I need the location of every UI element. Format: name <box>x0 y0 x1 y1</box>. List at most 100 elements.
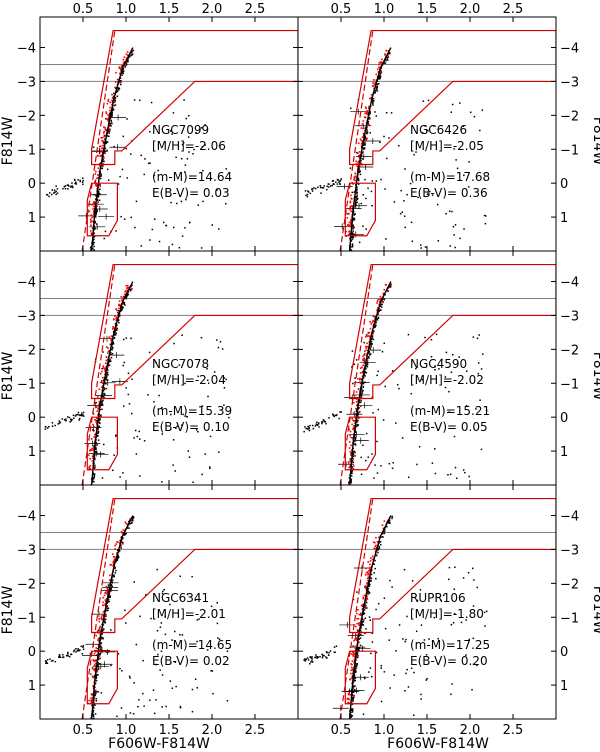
data-point <box>63 419 66 421</box>
selected-point <box>118 300 121 302</box>
data-point <box>122 71 124 73</box>
x-tick-label: 2.5 <box>245 723 266 738</box>
data-point <box>117 311 119 314</box>
data-point <box>397 145 400 147</box>
data-point <box>361 620 364 623</box>
panel-ngc6426: 0.5 1.0 1.5 2.0 2.5−4−3−2−101NGC6426[M/H]=-2… <box>297 2 579 252</box>
data-point <box>121 168 124 171</box>
selected-point <box>356 612 358 615</box>
data-point <box>362 386 364 388</box>
data-point <box>129 55 131 58</box>
data-point <box>370 580 372 582</box>
x-tick-label: 0.5 <box>331 723 352 738</box>
data-point <box>453 234 455 236</box>
data-point <box>59 656 61 659</box>
data-point <box>91 480 94 482</box>
selected-point <box>369 570 371 572</box>
selected-point <box>90 221 92 224</box>
data-point <box>170 201 172 204</box>
data-point <box>138 438 141 440</box>
selected-point <box>104 602 107 605</box>
selected-point <box>353 654 355 656</box>
selected-point <box>122 58 125 61</box>
selected-point <box>116 309 118 312</box>
data-point <box>115 560 117 563</box>
data-point <box>184 227 186 229</box>
data-point <box>471 688 473 691</box>
selected-point <box>350 453 352 456</box>
data-point <box>62 656 65 658</box>
selected-point <box>358 613 361 616</box>
selected-point <box>105 118 107 120</box>
data-point <box>316 656 318 658</box>
selected-point <box>93 668 95 671</box>
data-point <box>118 321 120 324</box>
data-point <box>116 559 118 562</box>
selected-point <box>363 350 366 353</box>
selected-point <box>352 427 355 429</box>
selected-point <box>365 586 367 589</box>
selected-point <box>93 207 96 210</box>
data-point <box>374 90 377 92</box>
selected-point <box>352 653 355 655</box>
data-point <box>161 406 163 409</box>
y-tick-label: −2 <box>560 343 579 358</box>
data-point <box>403 568 406 571</box>
data-point <box>110 588 113 590</box>
dashed-boundary <box>81 30 116 251</box>
data-point <box>112 342 115 345</box>
data-point <box>109 595 111 597</box>
selected-point <box>357 155 360 157</box>
data-point <box>359 170 361 173</box>
selected-point <box>379 297 382 300</box>
reddening: E(B-V)= 0.03 <box>152 186 230 200</box>
data-point <box>45 660 48 663</box>
selected-point <box>123 295 126 298</box>
data-point <box>356 198 359 201</box>
data-point <box>107 118 110 120</box>
data-point <box>427 129 429 132</box>
y-tick-label: −1 <box>17 611 36 626</box>
data-point <box>411 580 414 582</box>
data-point <box>111 579 114 581</box>
y-tick-label: −3 <box>17 309 36 324</box>
selected-point <box>125 53 128 55</box>
selected-point <box>92 211 95 214</box>
selected-point <box>90 449 93 452</box>
selected-point <box>359 395 362 398</box>
data-point <box>106 374 108 376</box>
selected-point <box>363 358 366 360</box>
data-point <box>78 417 81 420</box>
data-point <box>67 416 69 418</box>
data-point <box>101 408 103 411</box>
y-tick-label: 0 <box>560 177 568 192</box>
data-point <box>477 372 480 375</box>
selected-point <box>358 378 361 381</box>
plot-area <box>298 497 556 719</box>
selected-point <box>368 573 371 576</box>
data-point <box>109 113 111 116</box>
data-point <box>95 679 98 682</box>
data-point <box>114 104 117 106</box>
data-point <box>103 621 106 623</box>
data-point <box>122 364 125 367</box>
data-point <box>362 225 364 227</box>
selected-point <box>371 85 374 87</box>
data-point <box>95 697 97 700</box>
data-point <box>380 667 383 669</box>
selected-point <box>103 130 105 133</box>
data-point <box>370 577 373 580</box>
data-point <box>181 235 184 237</box>
data-point <box>406 615 408 618</box>
data-point <box>357 177 360 180</box>
ridge-line <box>90 47 134 251</box>
data-point <box>370 338 373 341</box>
data-point <box>418 446 421 448</box>
y-tick-label: −4 <box>560 276 579 291</box>
data-point <box>365 587 367 590</box>
selected-point <box>360 154 363 156</box>
selected-point <box>374 541 376 544</box>
data-point <box>186 158 189 160</box>
selected-point <box>114 544 116 547</box>
data-point <box>360 159 362 162</box>
